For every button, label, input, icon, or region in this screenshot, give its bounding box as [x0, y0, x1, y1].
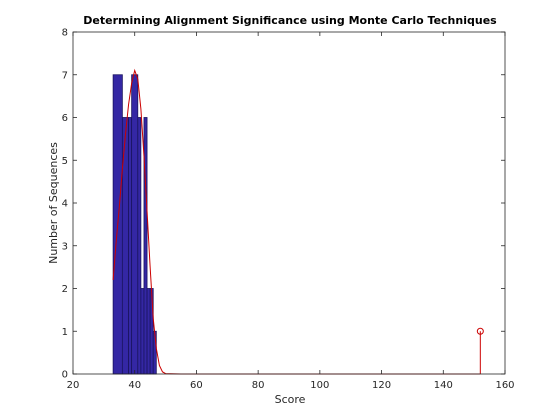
- outlier-marker: [476, 327, 484, 335]
- x-tick-label-4: 100: [310, 380, 329, 391]
- y-tick-label-5: 5: [62, 156, 68, 167]
- chart-title: Determining Alignment Significance using…: [83, 14, 497, 27]
- histogram-bar-8: [149, 288, 154, 375]
- y-tick-label-3: 3: [62, 241, 68, 252]
- y-tick-label-1: 1: [62, 327, 68, 338]
- y-tick-label-0: 0: [62, 370, 68, 381]
- x-tick-label-5: 120: [372, 380, 391, 391]
- x-tick-label-0: 20: [67, 380, 80, 391]
- x-tick-label-6: 140: [434, 380, 453, 391]
- x-tick-label-7: 160: [495, 380, 514, 391]
- histogram-bar-7: [146, 288, 151, 375]
- histogram-bar-3: [131, 74, 139, 375]
- x-tick-label-1: 40: [128, 380, 141, 391]
- x-tick-label-2: 60: [190, 380, 203, 391]
- x-axis-label: Score: [275, 393, 306, 406]
- y-tick-label-6: 6: [62, 113, 68, 124]
- histogram-bar-2: [128, 117, 133, 375]
- y-tick-label-4: 4: [62, 199, 68, 210]
- y-tick-label-8: 8: [62, 28, 68, 39]
- y-axis-label: Number of Sequences: [47, 142, 60, 264]
- x-tick-label-3: 80: [252, 380, 265, 391]
- histogram-bar-4: [137, 117, 142, 375]
- histogram-bar-5: [140, 288, 145, 375]
- y-tick-label-2: 2: [62, 284, 68, 295]
- plot-area: 20 40 60 80 100 120 140 160 0 1 2 3 4 5 6 7 8: [62, 28, 515, 392]
- y-tick-label-7: 7: [62, 70, 68, 81]
